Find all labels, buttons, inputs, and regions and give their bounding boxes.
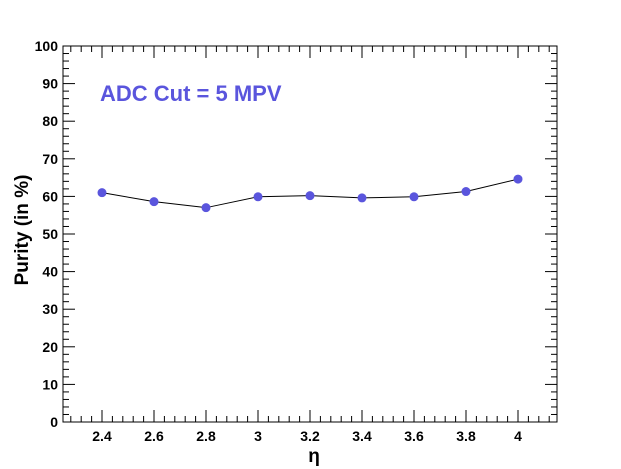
data-point	[513, 174, 523, 184]
x-tick-label: 2.4	[92, 428, 112, 444]
x-tick-labels: 2.4 2.6 2.8 3 3.2 3.4 3.6 3.8 4	[92, 428, 522, 444]
x-axis-title: η	[308, 446, 320, 467]
x-tick-label: 3.6	[404, 428, 424, 444]
y-tick-label: 20	[42, 339, 58, 355]
data-point	[461, 187, 471, 197]
y-tick-label: 80	[42, 113, 58, 129]
y-tick-label: 10	[42, 376, 58, 392]
x-tick-label: 3.2	[300, 428, 320, 444]
data-point	[253, 192, 263, 202]
minor-ticks	[63, 46, 557, 422]
data-point	[409, 192, 419, 202]
x-tick-label: 4	[514, 428, 522, 444]
data-point	[357, 193, 367, 203]
major-ticks	[63, 45, 557, 423]
x-tick-label: 3.8	[456, 428, 476, 444]
y-tick-label: 60	[42, 188, 58, 204]
annotation-label: ADC Cut = 5 MPV	[100, 81, 282, 106]
x-tick-label: 3.4	[352, 428, 372, 444]
y-tick-label: 100	[35, 38, 59, 54]
y-tick-label: 0	[50, 414, 58, 430]
y-tick-label: 90	[42, 76, 58, 92]
data-point	[97, 188, 107, 198]
x-tick-label: 3	[254, 428, 262, 444]
data-point	[305, 191, 315, 201]
x-tick-label: 2.8	[196, 428, 216, 444]
y-tick-label: 40	[42, 264, 58, 280]
y-tick-label: 70	[42, 151, 58, 167]
series-points	[97, 174, 523, 213]
y-tick-label: 30	[42, 301, 58, 317]
data-point	[201, 203, 211, 213]
y-tick-label: 50	[42, 226, 58, 242]
y-tick-labels: 0 10 20 30 40 50 60 70 80 90 100	[35, 38, 59, 430]
data-point	[149, 197, 159, 207]
x-tick-label: 2.6	[144, 428, 164, 444]
y-axis-title: Purity (in %)	[12, 175, 33, 286]
